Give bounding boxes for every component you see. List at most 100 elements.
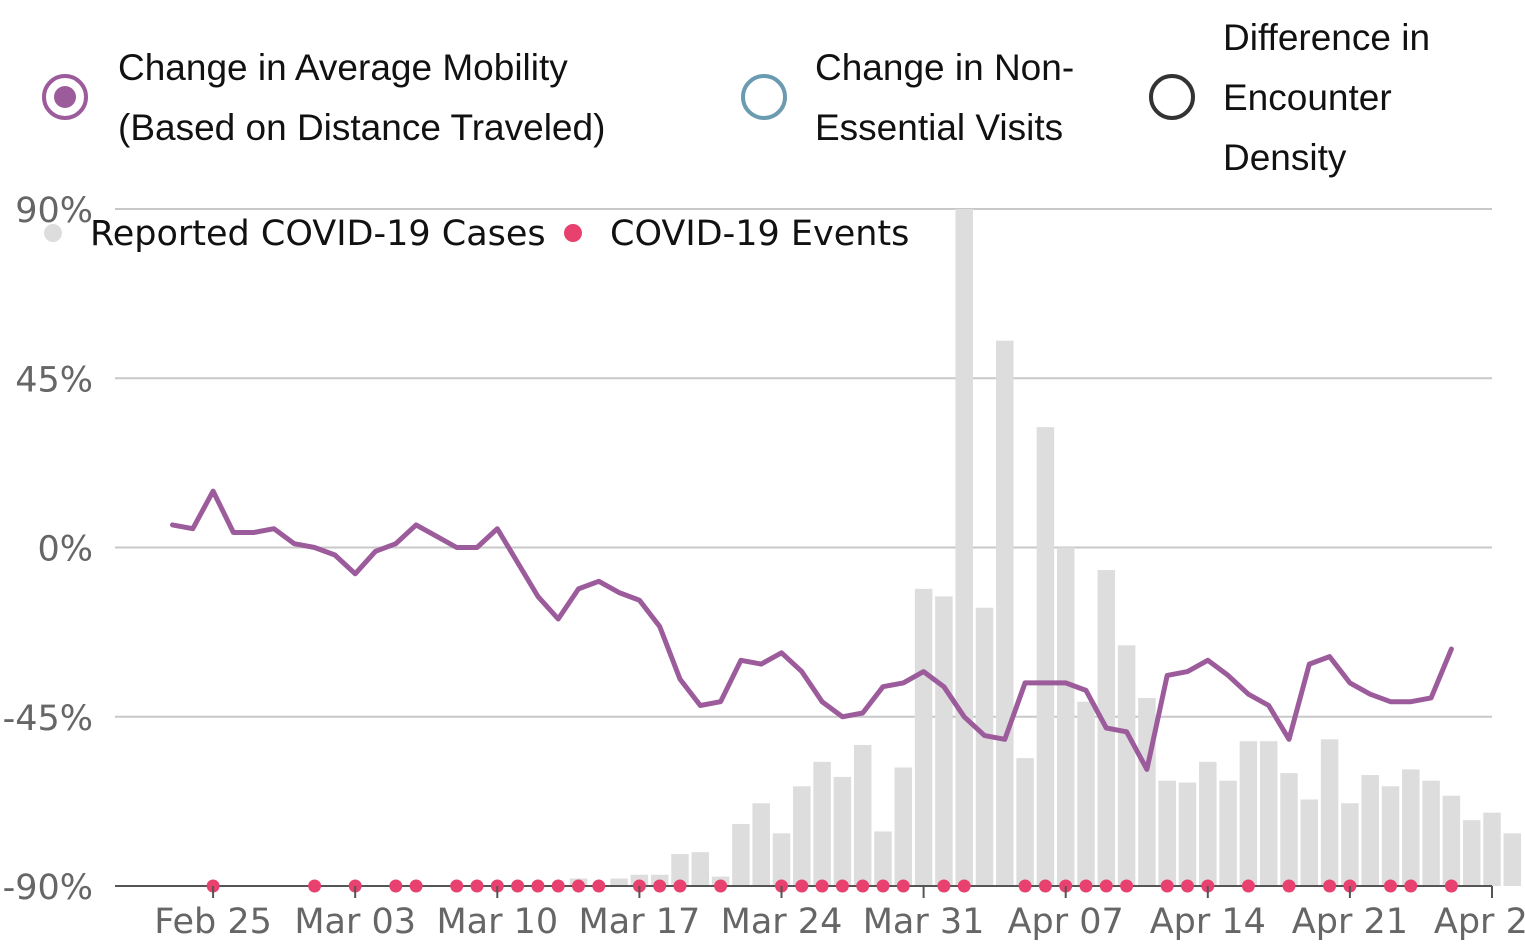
event-dot [511, 879, 525, 893]
legend-label-mobility-line-1: Change in Average Mobility [118, 47, 568, 88]
cases-bar [1300, 799, 1319, 886]
cases-bar [1158, 780, 1176, 886]
event-dot [1038, 879, 1052, 893]
cases-bar [1503, 833, 1522, 886]
event-dot [673, 879, 687, 893]
event-dot [957, 879, 971, 893]
cases-bar [833, 776, 852, 886]
cases-legend-label: Reported COVID-19 Cases [90, 214, 546, 254]
event-dot [450, 879, 464, 893]
cases-bar [1381, 786, 1400, 886]
cases-bar [772, 833, 791, 886]
cases-bar [1138, 697, 1156, 886]
cases-bar [1483, 812, 1501, 886]
event-dot [470, 879, 484, 893]
cases-bar [1219, 780, 1237, 886]
cases-bar [996, 340, 1014, 886]
x-tick-label: Feb 25 [154, 902, 272, 942]
x-tick-label: Apr 07 [1008, 902, 1124, 942]
cases-bar [1036, 427, 1055, 886]
x-tick-label: Mar 31 [863, 902, 985, 942]
event-dot [572, 879, 585, 893]
cases-bar [1442, 795, 1461, 886]
y-tick-label: -90% [3, 868, 93, 908]
cases-bar [1422, 780, 1440, 886]
cases-bar [955, 209, 973, 886]
cases-bars [569, 209, 1522, 886]
cases-bar [752, 803, 770, 886]
event-dot [1282, 879, 1296, 893]
top-legend: Change in Average Mobility (Based on Dis… [0, 0, 1525, 200]
event-dot [1181, 879, 1194, 893]
event-dot [1160, 879, 1174, 893]
event-dot [1384, 879, 1397, 893]
cases-bar [813, 761, 831, 886]
cases-bar [671, 854, 689, 886]
cases-bar [1199, 761, 1217, 886]
y-tick-label: -45% [3, 699, 93, 739]
event-dot [308, 879, 322, 893]
bottom-legend: Reported COVID-19 Cases COVID-19 Events [44, 214, 909, 254]
cases-bar [732, 823, 750, 886]
x-tick-label: Mar 10 [436, 902, 558, 942]
legend-label-mobility-line-2: (Based on Distance Traveled) [118, 107, 606, 148]
cases-bar [874, 831, 892, 886]
ring-icon [1149, 74, 1195, 120]
cases-bar [935, 596, 953, 886]
legend-label-visits-line-2: Essential Visits [815, 107, 1064, 148]
event-dot [815, 879, 829, 893]
y-tick-label: 0% [37, 530, 93, 570]
legend-label-density-line-1: Difference in [1223, 17, 1431, 58]
x-tick-label: Apr 21 [1292, 902, 1408, 942]
cases-bar [691, 852, 710, 886]
event-dot [876, 879, 890, 893]
x-tick-label: Apr 28 [1434, 902, 1525, 942]
cases-bar [1280, 773, 1298, 886]
x-tick-label: Mar 03 [294, 902, 416, 942]
events-legend-label: COVID-19 Events [610, 214, 909, 254]
cases-bar [1320, 739, 1339, 886]
cases-legend-dot [44, 224, 62, 242]
cases-bar [1077, 701, 1095, 886]
ring-icon [741, 74, 787, 120]
event-dot [653, 879, 667, 893]
legend-label-density-line-3: Density [1223, 137, 1347, 178]
event-dot [551, 879, 565, 893]
event-dot [1444, 879, 1458, 893]
cases-bar [1259, 741, 1278, 886]
cases-bar [1117, 645, 1136, 886]
event-dot [896, 879, 910, 893]
cases-bar [894, 767, 913, 886]
x-axis-ticks: Feb 25 Mar 03 Mar 10 Mar 17 Mar 24 Mar 31 Apr … [154, 886, 1525, 942]
event-dot [714, 879, 728, 893]
event-dot [795, 879, 809, 893]
x-tick-label: Apr 14 [1150, 902, 1266, 942]
cases-bar [1402, 769, 1420, 886]
y-axis-ticks: 90%45%0%-45%-90% [3, 191, 93, 908]
cases-bar [1341, 803, 1359, 886]
legend-label-visits-line-1: Change in Non- [815, 47, 1075, 88]
event-dot [835, 879, 849, 893]
event-dot [1323, 879, 1337, 893]
event-dot [409, 879, 423, 893]
y-tick-label: 45% [15, 360, 93, 400]
cases-bar [1361, 775, 1379, 886]
cases-bar [914, 588, 933, 886]
gridlines [115, 208, 1492, 718]
event-dot [531, 879, 545, 893]
cases-bar [1178, 782, 1197, 886]
event-dot [389, 879, 403, 893]
event-dot [1404, 879, 1418, 893]
x-tick-label: Mar 17 [579, 902, 701, 942]
cases-bar [1056, 547, 1075, 886]
mobility-line [170, 488, 1454, 772]
event-dot [1241, 879, 1255, 893]
event-dot [1120, 879, 1134, 893]
events-legend-dot [564, 224, 582, 242]
cases-bar [975, 607, 994, 886]
cases-bar [1462, 820, 1481, 886]
cases-bar [853, 744, 872, 886]
event-dot [1018, 879, 1032, 893]
event-dot [1079, 879, 1093, 893]
